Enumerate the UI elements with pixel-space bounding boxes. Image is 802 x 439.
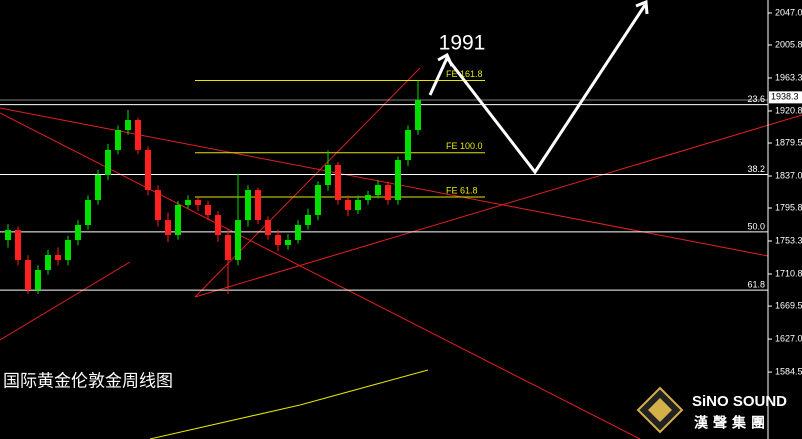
y-tick-label: 1879.5 (775, 137, 802, 147)
fe-label: FE 100.0 (446, 141, 483, 151)
candle-body (375, 185, 381, 196)
y-axis-ticks: 2047.0 2005.8 1963.3 1920.8 1879.5 1837.0 1795… (768, 7, 802, 376)
candle-body (235, 220, 241, 261)
arrow-head (635, 0, 649, 15)
candle-body (55, 254, 61, 261)
brand-name: SiNO SOUND (692, 393, 787, 410)
logo-core (648, 398, 672, 422)
candle-body (105, 150, 111, 176)
candle-body (405, 129, 411, 161)
candle-body (295, 225, 301, 240)
candle-body (85, 200, 91, 226)
candle-body (305, 214, 311, 226)
current-price-label: 1938.3 (771, 92, 799, 102)
candle-body (155, 189, 161, 221)
candle-body (225, 235, 231, 261)
moving-average (149, 369, 429, 439)
candle-body (45, 254, 51, 271)
y-tick-label: 1920.8 (775, 105, 802, 115)
fe-label: FE 161.8 (446, 69, 483, 79)
y-tick-label: 1627.0 (775, 333, 802, 343)
candle-body (185, 200, 191, 205)
candle-body (15, 229, 21, 261)
fib-label: 23.6 (747, 94, 765, 104)
candle-body (5, 229, 11, 240)
candle-body (195, 200, 201, 205)
y-tick-label: 1795.8 (775, 202, 802, 212)
candle-body (25, 260, 31, 291)
fib-label: 61.8 (747, 280, 765, 290)
trendline (0, 261, 131, 341)
candle-body (265, 220, 271, 236)
forecast-arrow (428, 0, 649, 175)
trendline (194, 114, 802, 298)
candle-body (315, 185, 321, 215)
arrow-path (428, 4, 647, 175)
trendline (194, 67, 421, 298)
candle-body (95, 175, 101, 201)
logo: SiNO SOUND 漢聲集團 (636, 386, 787, 434)
candle-body (395, 160, 401, 201)
current-price-box (769, 91, 802, 104)
y-tick-label: 1584.5 (775, 366, 802, 376)
y-tick-label: 1837.0 (775, 170, 802, 180)
candle-body (285, 239, 291, 246)
candles (5, 80, 421, 295)
y-tick-label: 1963.3 (775, 72, 802, 82)
candle-body (275, 235, 281, 246)
candle-body (75, 225, 81, 240)
levels: 23.6 38.2 50.0 61.8 FE 161.8 FE 100.0 FE 61.8 (0, 69, 768, 291)
target-label: 1991 (439, 32, 486, 55)
candle-body (255, 189, 261, 221)
fe-label: FE 61.8 (446, 185, 478, 195)
fib-label: 50.0 (747, 221, 765, 231)
candle-body (165, 220, 171, 236)
candle-body (115, 129, 121, 151)
candle-body (355, 200, 361, 211)
candle-body (125, 120, 131, 130)
candle-body (345, 200, 351, 211)
y-tick-label: 1669.5 (775, 300, 802, 310)
candle-body (65, 239, 71, 261)
candle-body (205, 204, 211, 215)
candle-body (175, 204, 181, 236)
arrow-head (437, 52, 454, 67)
y-tick-label: 2005.8 (775, 39, 802, 49)
brand-subtitle: 漢聲集團 (694, 415, 770, 431)
candle-body (135, 120, 141, 151)
candle-body (35, 270, 41, 291)
candle-body (215, 214, 221, 236)
y-tick-label: 2047.0 (775, 7, 802, 17)
candle-body (325, 164, 331, 186)
chart-title: 国际黄金伦敦金周线图 (3, 371, 173, 390)
candle-body (245, 189, 251, 221)
y-tick-label: 1710.8 (775, 268, 802, 278)
candle-body (415, 100, 421, 130)
y-tick-label: 1753.3 (775, 235, 802, 245)
candle-body (335, 164, 341, 201)
candle-body (145, 150, 151, 190)
fib-label: 38.2 (747, 164, 765, 174)
candle-body (365, 195, 371, 201)
candle-body (385, 185, 391, 201)
